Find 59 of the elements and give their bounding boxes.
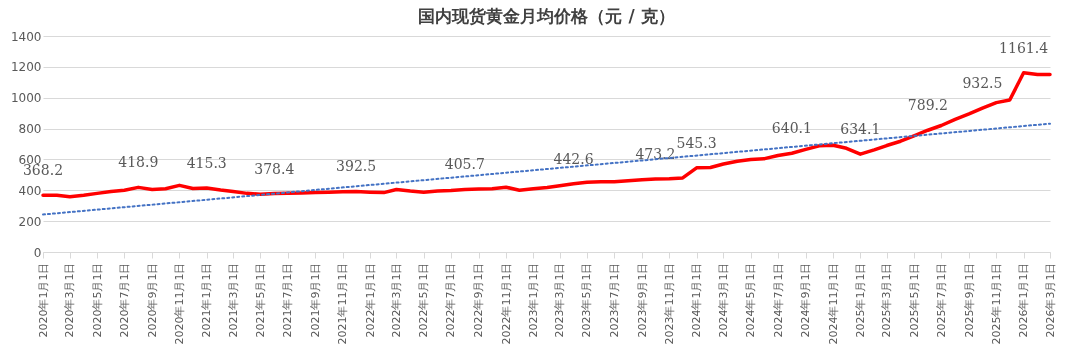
x-tick-label: 2021年7月1日	[281, 262, 295, 338]
x-tick-label: 2026年3月1日	[1043, 262, 1057, 338]
x-tick-label: 2020年7月1日	[117, 262, 131, 338]
data-label: 473.2	[635, 145, 676, 162]
x-tick-label: 2025年5月1日	[907, 262, 921, 338]
data-label: 418.9	[118, 154, 159, 171]
y-tick-label: 200	[18, 214, 42, 229]
data-label: 405.7	[444, 156, 485, 173]
x-tick-label: 2020年3月1日	[63, 262, 77, 338]
x-tick-label: 2025年1月1日	[853, 262, 867, 338]
y-tick-label: 0	[33, 245, 42, 260]
x-tick-label: 2022年7月1日	[444, 262, 458, 338]
x-tick-label: 2020年11月1日	[172, 262, 186, 345]
x-tick-label: 2023年7月1日	[607, 262, 621, 338]
y-tick-label: 1400	[10, 29, 42, 44]
data-label: 442.6	[553, 150, 594, 167]
x-tick-label: 2023年3月1日	[553, 262, 567, 338]
data-label: 392.5	[336, 158, 377, 175]
x-tick-label: 2023年11月1日	[662, 262, 676, 345]
x-tick-label: 2024年3月1日	[716, 262, 730, 338]
x-tick-label: 2024年5月1日	[744, 262, 758, 338]
x-tick-label: 2020年5月1日	[90, 262, 104, 338]
y-tick-label: 1000	[10, 91, 42, 106]
x-tick-label: 2022年9月1日	[472, 262, 486, 338]
data-label: 634.1	[840, 121, 881, 138]
data-label: 1161.4	[999, 39, 1049, 56]
x-tick-label: 2025年11月1日	[989, 262, 1003, 345]
x-tick-label: 2022年1月1日	[363, 262, 377, 338]
x-tick-label: 2023年5月1日	[580, 262, 594, 338]
x-tick-label: 2026年1月1日	[1017, 262, 1031, 338]
x-tick-label: 2021年5月1日	[253, 262, 267, 338]
x-tick-label: 2021年9月1日	[308, 262, 322, 338]
x-tick-label: 2022年5月1日	[417, 262, 431, 338]
data-label: 640.1	[771, 120, 812, 137]
x-tick-label: 2022年3月1日	[389, 262, 403, 338]
x-tick-label: 2025年9月1日	[962, 262, 976, 338]
data-label: 415.3	[186, 154, 227, 171]
x-tick-label: 2021年11月1日	[336, 262, 350, 345]
data-label: 789.2	[907, 97, 948, 114]
chart-title: 国内现货黄金月均价格（元 / 克）	[418, 6, 675, 26]
data-label: 932.5	[962, 75, 1003, 92]
x-tick-label: 2023年9月1日	[635, 262, 649, 338]
data-label: 545.3	[676, 134, 717, 151]
x-tick-label: 2020年9月1日	[145, 262, 159, 338]
data-label: 378.4	[254, 160, 295, 177]
y-tick-label: 800	[18, 122, 42, 137]
x-tick-label: 2021年1月1日	[200, 262, 214, 338]
y-tick-label: 400	[18, 183, 42, 198]
x-tick-label: 2024年1月1日	[690, 262, 704, 338]
x-tick-label: 2023年1月1日	[526, 262, 540, 338]
y-tick-label: 1200	[10, 60, 42, 75]
x-tick-label: 2025年7月1日	[934, 262, 948, 338]
x-tick-label: 2020年1月1日	[36, 262, 50, 338]
x-tick-label: 2024年9月1日	[799, 262, 813, 338]
x-tick-label: 2024年7月1日	[771, 262, 785, 338]
x-tick-label: 2024年11月1日	[826, 262, 840, 345]
x-tick-label: 2022年11月1日	[499, 262, 513, 345]
x-tick-label: 2021年3月1日	[226, 262, 240, 338]
x-tick-label: 2025年3月1日	[880, 262, 894, 338]
